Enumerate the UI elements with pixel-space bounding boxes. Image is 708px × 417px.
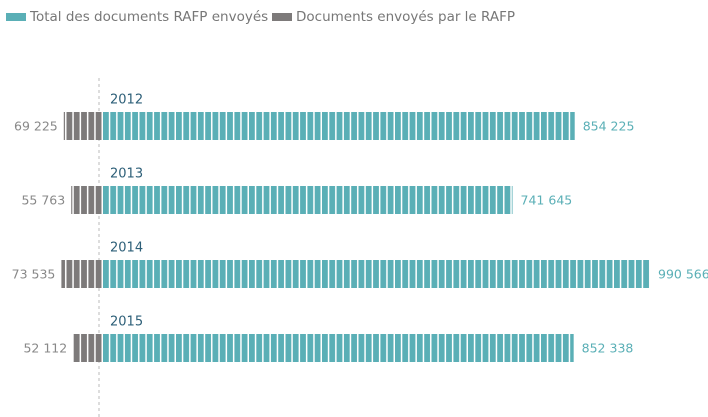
year-label: 2015 [110,315,143,330]
year-label: 2013 [110,167,143,182]
value-label: 854 225 [583,119,635,134]
value-label: 852 338 [582,341,634,356]
legend-swatch [272,13,292,21]
bar-stripes [61,260,102,288]
bar-stripes [73,334,102,362]
bar-stripes [103,334,574,362]
bar-stripes [103,186,513,214]
bar-stripes [103,112,575,140]
legend-swatch [6,13,26,21]
value-label: 73 535 [12,267,56,282]
value-label: 52 112 [23,341,67,356]
legend-label: Total des documents RAFP envoyés [29,9,268,25]
legend-label: Documents envoyés par le RAFP [296,9,515,25]
value-label: 990 566 [658,267,708,282]
value-label: 69 225 [14,119,58,134]
bar-stripes [103,260,650,288]
year-label: 2012 [110,93,143,108]
year-label: 2014 [110,241,143,256]
value-label: 741 645 [521,193,573,208]
bar-stripes [63,112,102,140]
value-label: 55 763 [21,193,65,208]
bar-stripes [71,186,102,214]
